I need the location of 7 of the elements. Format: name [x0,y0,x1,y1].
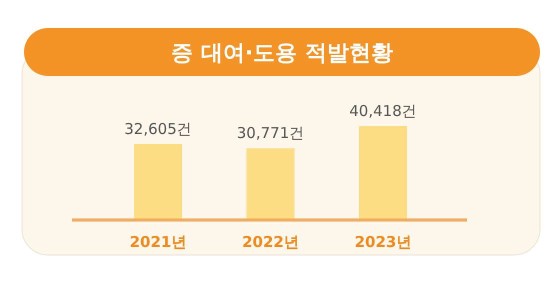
x-tick-label: 2023년 [354,233,412,251]
data-label: 32,605건 [124,120,192,138]
x-tick-label: 2022년 [242,233,299,251]
data-label: 30,771건 [236,124,304,142]
chart-title: 증 대여·도용 적발현황 [171,41,393,66]
x-tick-label: 2021년 [130,233,186,251]
data-label: 40,418건 [349,102,417,120]
